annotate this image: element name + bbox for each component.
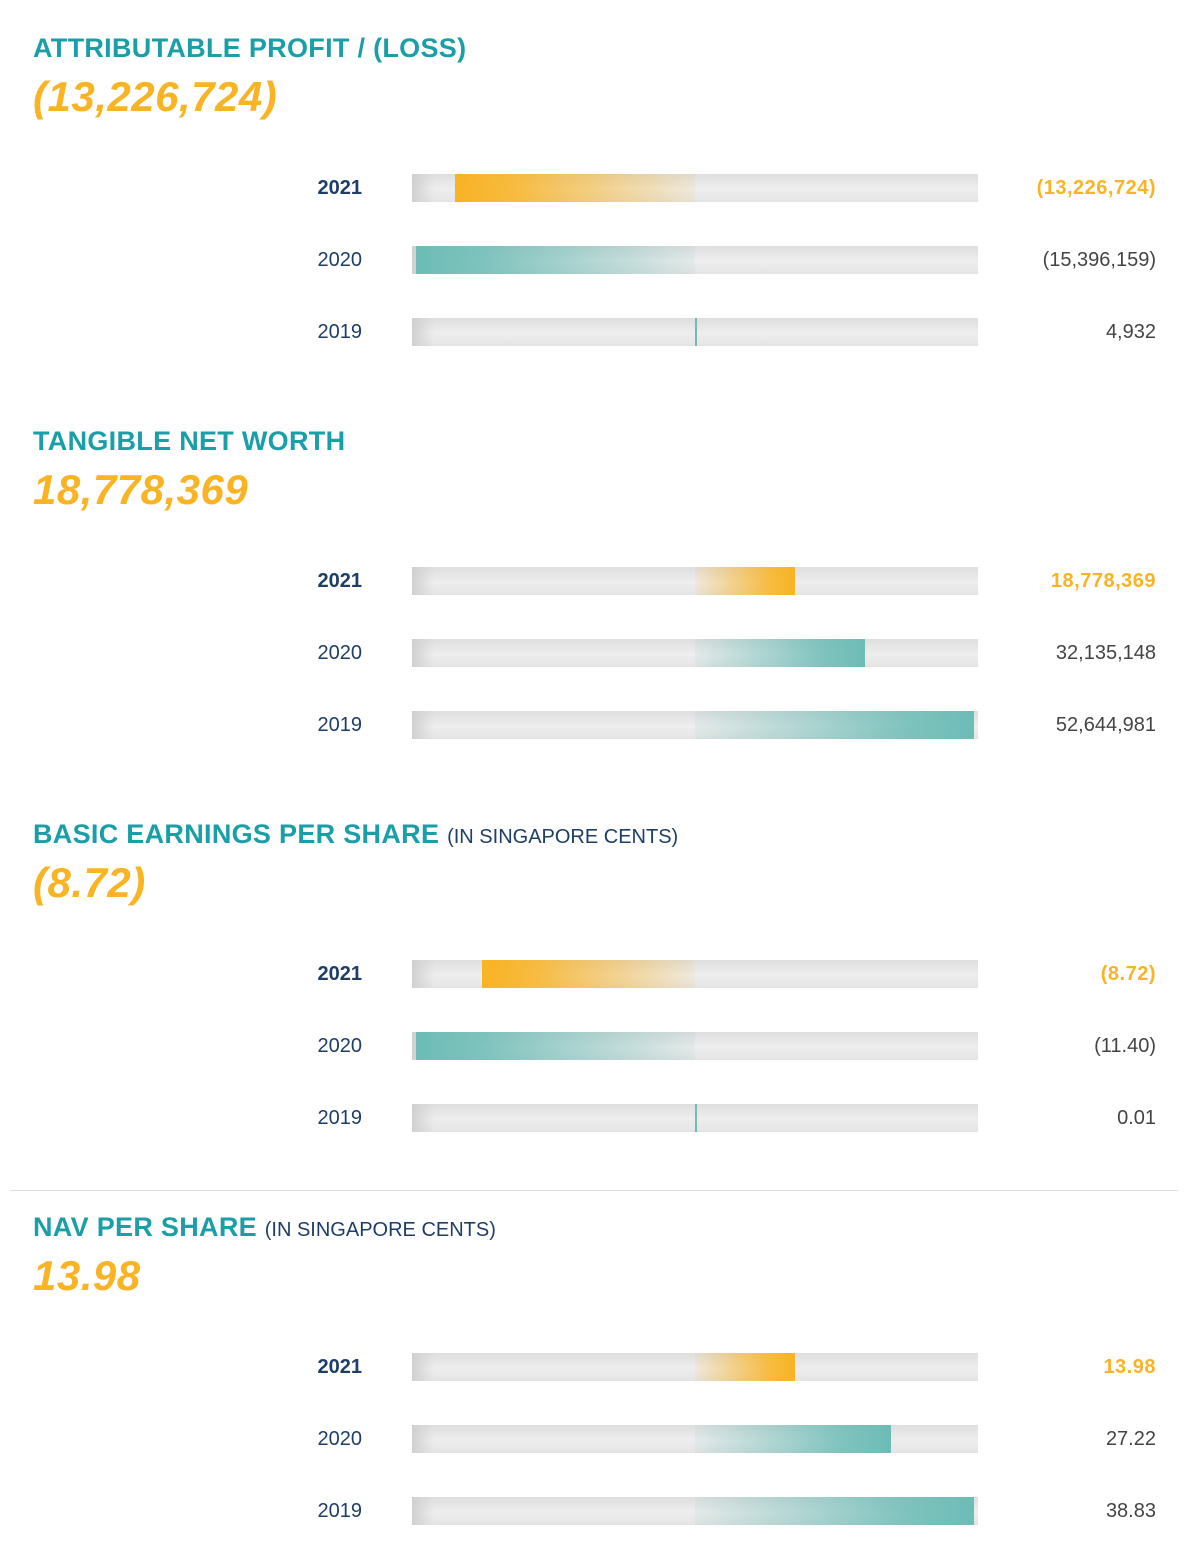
bar-row: 2021 18,778,369 — [0, 566, 1188, 596]
bar-track — [412, 1425, 978, 1453]
bar-track — [412, 174, 978, 202]
section-title: TANGIBLE NET WORTH — [33, 426, 345, 457]
bar-track — [412, 318, 978, 346]
bar-row: 2021 13.98 — [0, 1352, 1188, 1382]
bar-fill — [695, 1353, 796, 1381]
bar-track — [412, 1497, 978, 1525]
headline-value: 18,778,369 — [33, 466, 249, 513]
bar-fill — [416, 1032, 695, 1060]
bar-fill — [455, 174, 695, 202]
year-label: 2021 — [317, 570, 363, 592]
bar-fill — [695, 1104, 697, 1132]
value-label: 52,644,981 — [1055, 714, 1156, 736]
year-label: 2019 — [317, 714, 363, 736]
bar-fill — [695, 318, 697, 346]
year-label: 2020 — [317, 1428, 363, 1450]
value-label: 38.83 — [1105, 1500, 1156, 1522]
section-title-text: TANGIBLE NET WORTH — [33, 426, 346, 456]
bar-row: 2020 27.22 — [0, 1424, 1188, 1454]
bar-fill — [695, 639, 866, 667]
section-title-text: ATTRIBUTABLE PROFIT / (LOSS) — [33, 33, 467, 63]
year-label: 2020 — [317, 642, 363, 664]
section-title-unit: (IN SINGAPORE CENTS) — [264, 1219, 496, 1241]
year-label: 2021 — [317, 1356, 363, 1378]
bar-row: 2020 (11.40) — [0, 1031, 1188, 1061]
year-label: 2019 — [317, 1500, 363, 1522]
bar-fill — [695, 1497, 974, 1525]
year-label: 2020 — [317, 1035, 363, 1057]
section-title-text: BASIC EARNINGS PER SHARE — [33, 819, 440, 849]
bar-row: 2020 32,135,148 — [0, 638, 1188, 668]
bar-fill — [695, 1425, 891, 1453]
value-label: 18,778,369 — [1050, 570, 1156, 592]
bar-track — [412, 711, 978, 739]
year-label: 2021 — [317, 177, 363, 199]
bar-track — [412, 639, 978, 667]
bar-fill — [416, 246, 695, 274]
section-title: BASIC EARNINGS PER SHARE (IN SINGAPORE C… — [33, 819, 678, 850]
section-title-unit: (IN SINGAPORE CENTS) — [447, 826, 679, 848]
bar-track — [412, 1104, 978, 1132]
bar-row: 2019 52,644,981 — [0, 710, 1188, 740]
headline-value: (13,226,724) — [33, 73, 278, 120]
year-label: 2019 — [317, 321, 363, 343]
value-label: 0.01 — [1117, 1107, 1156, 1129]
bar-row: 2019 38.83 — [0, 1496, 1188, 1526]
value-label: (11.40) — [1094, 1035, 1156, 1057]
bar-row: 2021 (8.72) — [0, 959, 1188, 989]
year-label: 2021 — [317, 963, 363, 985]
value-label: (8.72) — [1100, 963, 1156, 985]
bar-row: 2019 0.01 — [0, 1103, 1188, 1133]
value-label: (15,396,159) — [1042, 249, 1156, 271]
section-title: ATTRIBUTABLE PROFIT / (LOSS) — [33, 33, 466, 64]
headline-value: 13.98 — [33, 1252, 141, 1299]
bar-fill — [695, 567, 795, 595]
bar-track — [412, 960, 978, 988]
section-divider — [10, 1190, 1178, 1191]
bar-fill — [695, 711, 974, 739]
bar-fill — [481, 960, 695, 988]
value-label: 32,135,148 — [1055, 642, 1156, 664]
bar-track — [412, 567, 978, 595]
section-title: NAV PER SHARE (IN SINGAPORE CENTS) — [33, 1212, 496, 1243]
bar-track — [412, 1032, 978, 1060]
value-label: (13,226,724) — [1036, 177, 1156, 199]
bar-track — [412, 1353, 978, 1381]
section-title-text: NAV PER SHARE — [33, 1212, 257, 1242]
bar-row: 2019 4,932 — [0, 317, 1188, 347]
year-label: 2019 — [317, 1107, 363, 1129]
bar-row: 2020 (15,396,159) — [0, 245, 1188, 275]
headline-value: (8.72) — [33, 859, 146, 906]
value-label: 4,932 — [1105, 321, 1156, 343]
value-label: 27.22 — [1105, 1428, 1156, 1450]
year-label: 2020 — [317, 249, 363, 271]
value-label: 13.98 — [1103, 1356, 1156, 1378]
bar-track — [412, 246, 978, 274]
bar-row: 2021 (13,226,724) — [0, 173, 1188, 203]
